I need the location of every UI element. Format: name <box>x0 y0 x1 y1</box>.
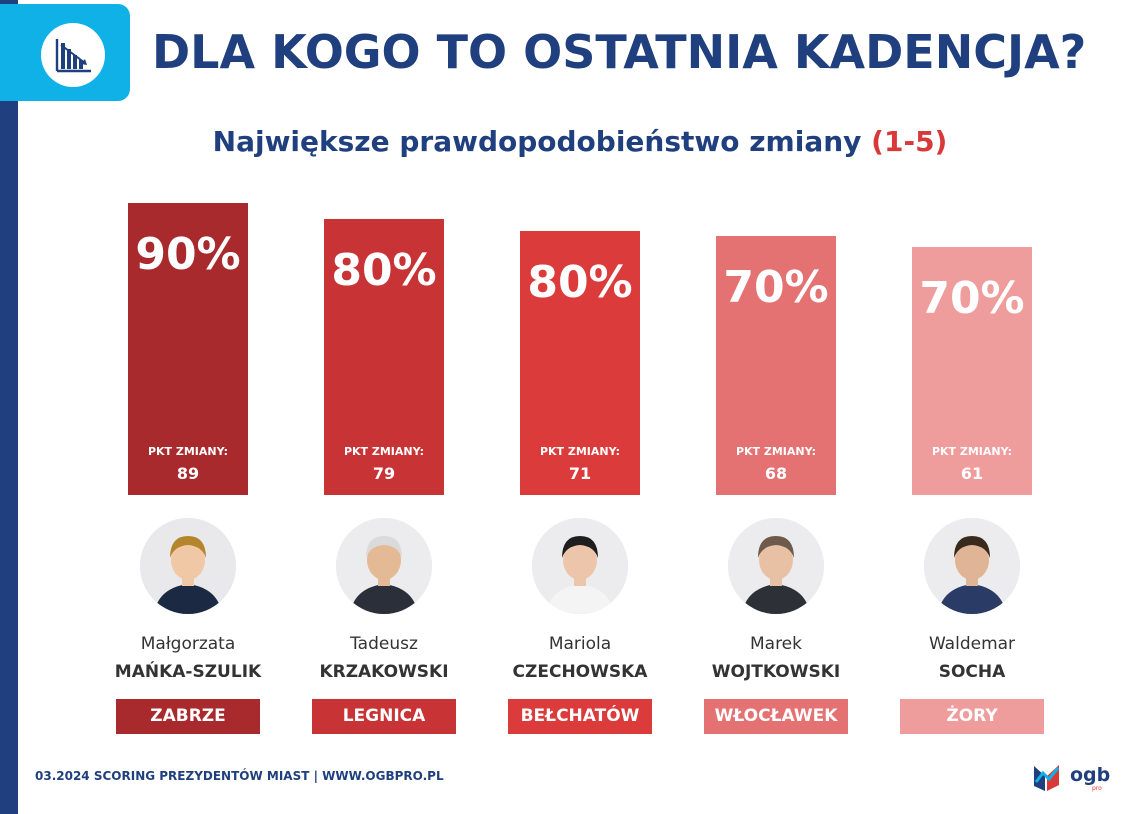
ogb-pro-logo: ogb pro <box>1030 758 1110 798</box>
bar: 80% PKT ZMIANY: 79 <box>324 218 444 495</box>
pkt-zmiany-label: PKT ZMIANY: <box>147 445 229 458</box>
person-portrait-icon <box>140 518 236 614</box>
candidate-first-name: Mariola <box>548 634 612 654</box>
person-portrait-icon <box>532 518 628 614</box>
pkt-zmiany-value: 79 <box>372 463 396 483</box>
bar: 70% PKT ZMIANY: 61 <box>912 246 1032 495</box>
pkt-zmiany-value: 71 <box>568 463 592 483</box>
header-icon-box <box>0 4 130 101</box>
city-badge: WŁOCŁAWEK <box>704 699 848 734</box>
subtitle-range: (1-5) <box>871 125 948 158</box>
candidate-avatar <box>924 518 1020 614</box>
candidate-avatar <box>532 518 628 614</box>
chart-subtitle: Największe prawdopodobieństwo zmiany (1-… <box>0 122 1140 162</box>
pkt-zmiany-value: 89 <box>176 464 200 483</box>
person-portrait-icon <box>336 518 432 614</box>
bar-percent-label: 70% <box>723 261 829 313</box>
city-badge: ZABRZE <box>116 699 260 734</box>
candidate-last-name: SOCHA <box>938 662 1006 682</box>
bar-percent-label: 80% <box>331 244 437 296</box>
bar-percent-label: 70% <box>919 272 1025 324</box>
logo-text: ogb <box>1070 764 1111 786</box>
city-badge: LEGNICA <box>312 699 456 734</box>
city-badge: BEŁCHATÓW <box>508 699 652 734</box>
pkt-zmiany-label: PKT ZMIANY: <box>931 444 1013 458</box>
candidate-last-name: MAŃKA-SZULIK <box>114 662 262 682</box>
person-portrait-icon <box>728 518 824 614</box>
pkt-zmiany-value: 68 <box>764 463 788 483</box>
candidate-first-name: Waldemar <box>928 634 1016 654</box>
subtitle-main: Największe prawdopodobieństwo zmiany <box>212 125 862 158</box>
footer-text: 03.2024 SCORING PREZYDENTÓW MIAST | WWW.… <box>35 769 444 783</box>
candidate-first-name: Tadeusz <box>350 634 418 654</box>
bar-percent-label: 90% <box>135 229 241 280</box>
candidate-last-name: WOJTKOWSKI <box>711 662 841 682</box>
bar-percent-label: 80% <box>527 257 633 309</box>
candidate-avatar <box>728 518 824 614</box>
ogb-logo-icon <box>1034 765 1060 791</box>
pkt-zmiany-label: PKT ZMIANY: <box>343 444 425 458</box>
logo-subtext: pro <box>1092 785 1102 792</box>
candidate-avatar <box>336 518 432 614</box>
city-badge: ŻORY <box>900 699 1044 734</box>
person-portrait-icon <box>924 518 1020 614</box>
pkt-zmiany-label: PKT ZMIANY: <box>735 444 817 458</box>
candidate-first-name: Marek <box>749 634 802 654</box>
bar-chart-decline-icon <box>41 23 105 87</box>
candidate-first-name: Małgorzata <box>140 634 236 654</box>
candidate-avatar <box>140 518 236 614</box>
pkt-zmiany-label: PKT ZMIANY: <box>539 444 621 458</box>
candidate-last-name: CZECHOWSKA <box>512 662 648 682</box>
left-accent-stripe <box>0 0 18 814</box>
candidate-last-name: KRZAKOWSKI <box>319 662 449 682</box>
pkt-zmiany-value: 61 <box>960 463 984 483</box>
bar: 80% PKT ZMIANY: 71 <box>520 231 640 495</box>
bar: 70% PKT ZMIANY: 68 <box>716 235 836 495</box>
page-title: DLA KOGO TO OSTATNIA KADENCJA? <box>152 25 1087 79</box>
bar: 90% PKT ZMIANY: 89 <box>128 203 248 495</box>
